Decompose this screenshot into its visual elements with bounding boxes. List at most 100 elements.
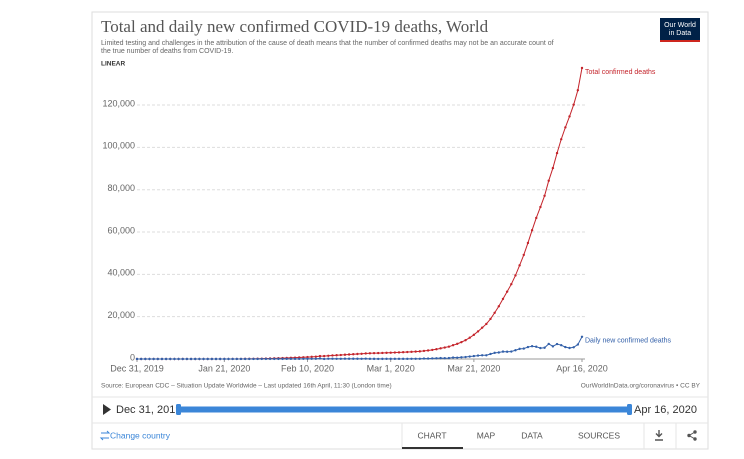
data-point bbox=[464, 355, 467, 359]
data-point bbox=[289, 357, 293, 361]
data-point bbox=[447, 345, 451, 348]
data-point bbox=[472, 354, 476, 358]
data-point bbox=[526, 345, 530, 349]
data-point bbox=[451, 344, 455, 347]
data-point bbox=[543, 346, 546, 349]
data-point bbox=[414, 357, 417, 360]
data-point bbox=[439, 347, 442, 350]
data-point bbox=[485, 354, 488, 357]
x-tick-label: Jan 21, 2020 bbox=[198, 363, 250, 373]
data-point bbox=[535, 216, 538, 220]
data-point bbox=[227, 357, 230, 361]
data-point bbox=[460, 356, 463, 359]
url: OurWorldInData.org/coronavirus • CC BY bbox=[581, 383, 701, 390]
data-point bbox=[152, 357, 155, 361]
download-button[interactable] bbox=[655, 430, 663, 441]
data-point bbox=[306, 355, 309, 359]
source: Source: European CDC – Situation Update … bbox=[101, 383, 392, 390]
y-tick-label: 0 bbox=[130, 352, 135, 362]
data-point bbox=[547, 342, 550, 346]
chart-title: Total and daily new confirmed COVID-19 d… bbox=[101, 17, 489, 36]
data-point bbox=[214, 357, 218, 361]
data-point bbox=[181, 357, 184, 361]
data-point bbox=[248, 357, 251, 361]
data-point bbox=[564, 126, 567, 129]
data-point bbox=[489, 352, 492, 356]
data-point bbox=[410, 350, 413, 354]
data-point bbox=[318, 354, 322, 358]
data-point bbox=[514, 349, 517, 352]
data-point bbox=[393, 357, 397, 361]
x-tick-label: Dec 31, 2019 bbox=[110, 363, 164, 373]
data-point bbox=[431, 357, 434, 360]
data-point bbox=[314, 357, 318, 360]
data-point bbox=[406, 357, 409, 361]
data-point bbox=[580, 335, 584, 338]
x-tick-label: Mar 1, 2020 bbox=[367, 363, 415, 373]
data-point bbox=[555, 342, 559, 346]
data-point bbox=[144, 357, 147, 361]
plot: 0 20,000 40,000 60,000 80,000 100,000 120,000 D… bbox=[102, 66, 671, 373]
data-point bbox=[164, 357, 168, 361]
timeline-end: Apr 16, 2020 bbox=[634, 404, 697, 416]
data-point bbox=[530, 228, 534, 232]
data-point bbox=[177, 357, 180, 361]
data-point bbox=[418, 350, 422, 353]
data-point bbox=[268, 357, 272, 361]
data-point bbox=[401, 357, 405, 361]
data-point bbox=[135, 357, 139, 361]
data-point bbox=[185, 357, 189, 361]
data-point bbox=[139, 357, 143, 361]
data-point bbox=[418, 357, 422, 360]
data-point bbox=[526, 241, 530, 245]
data-point bbox=[218, 357, 222, 361]
data-point bbox=[551, 166, 555, 170]
data-point bbox=[339, 353, 342, 357]
data-point bbox=[252, 357, 255, 361]
data-point bbox=[539, 205, 542, 209]
data-point bbox=[514, 274, 517, 277]
data-point bbox=[406, 350, 409, 354]
data-point bbox=[476, 330, 480, 333]
data-point bbox=[451, 356, 455, 359]
play-button[interactable] bbox=[103, 404, 111, 415]
logo-text: Our World bbox=[664, 22, 696, 29]
logo bbox=[660, 18, 700, 42]
data-point bbox=[206, 357, 209, 361]
data-point bbox=[356, 357, 359, 360]
data-point bbox=[401, 351, 405, 354]
subtitle: the true number of deaths from COVID-19. bbox=[101, 48, 233, 55]
data-point bbox=[568, 346, 571, 350]
data-point bbox=[364, 352, 367, 355]
tab[interactable]: CHART bbox=[417, 430, 446, 440]
data-point bbox=[435, 348, 438, 351]
data-point bbox=[431, 348, 434, 352]
data-point bbox=[443, 357, 446, 360]
share-button[interactable] bbox=[687, 430, 697, 441]
data-point bbox=[414, 350, 417, 353]
data-point bbox=[397, 351, 401, 354]
data-point bbox=[347, 353, 351, 356]
y-tick-label: 100,000 bbox=[102, 141, 135, 151]
download-icon bbox=[655, 430, 663, 441]
data-point bbox=[256, 357, 259, 361]
data-point bbox=[393, 351, 397, 354]
slider-handle[interactable] bbox=[627, 404, 632, 415]
data-point bbox=[472, 333, 476, 337]
subtitle: Limited testing and challenges in the at… bbox=[101, 40, 554, 47]
slider-handle[interactable] bbox=[176, 404, 181, 415]
data-point bbox=[397, 357, 401, 361]
data-point bbox=[539, 346, 542, 350]
data-point bbox=[231, 357, 234, 361]
change-country-link[interactable]: Change country bbox=[110, 430, 171, 440]
tab[interactable]: SOURCES bbox=[578, 430, 620, 440]
data-point bbox=[489, 317, 492, 321]
data-point bbox=[385, 351, 388, 355]
data-point bbox=[368, 357, 372, 361]
tab[interactable]: MAP bbox=[477, 430, 496, 440]
data-point bbox=[310, 357, 313, 360]
tab[interactable]: DATA bbox=[521, 430, 543, 440]
data-point bbox=[239, 357, 243, 361]
change-country[interactable]: Change country bbox=[99, 430, 171, 441]
data-point bbox=[381, 351, 384, 355]
